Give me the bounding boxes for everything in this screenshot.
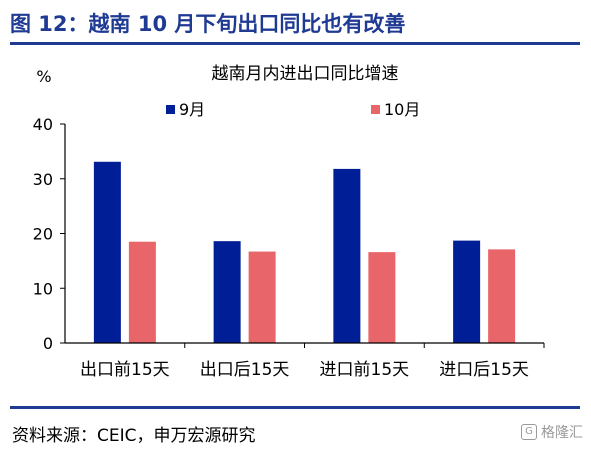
footer-rule — [10, 406, 580, 409]
axes-group: 0 10 20 30 40 出口前15天 出口后15天 进口前15天 进口后15天 — [33, 115, 545, 380]
y-axis-unit: % — [36, 67, 51, 86]
x-tick-label: 出口后15天 — [200, 360, 290, 380]
x-tick-label: 进口前15天 — [320, 360, 410, 380]
legend-swatch — [371, 105, 380, 114]
legend: 9月 10月 — [166, 100, 420, 119]
bar — [213, 241, 241, 343]
bar — [248, 251, 276, 343]
y-tick-label: 40 — [33, 115, 53, 134]
y-tick-label: 20 — [33, 225, 53, 244]
bar — [453, 240, 481, 343]
legend-label: 9月 — [179, 100, 205, 119]
legend-label: 10月 — [384, 100, 420, 119]
bar — [333, 168, 361, 343]
figure-title: 图 12：越南 10 月下旬出口同比也有改善 — [10, 12, 406, 36]
watermark-logo-icon: G — [521, 424, 537, 440]
x-tick-label: 进口后15天 — [439, 360, 529, 380]
bar — [368, 252, 396, 343]
y-tick-label: 10 — [33, 279, 53, 298]
watermark: G 格隆汇 — [521, 422, 583, 442]
watermark-text: 格隆汇 — [541, 425, 583, 441]
bar — [488, 249, 516, 343]
legend-swatch — [166, 105, 175, 114]
chart-title: 越南月内进出口同比增速 — [212, 64, 399, 84]
bars-group — [93, 161, 516, 343]
x-tick-label: 出口前15天 — [80, 360, 170, 380]
source-note: 资料来源：CEIC，申万宏源研究 — [12, 426, 256, 446]
title-rule — [10, 42, 580, 45]
bar — [93, 161, 121, 343]
y-tick-label: 30 — [33, 170, 53, 189]
y-tick-label: 0 — [43, 334, 53, 353]
bar — [128, 241, 156, 343]
